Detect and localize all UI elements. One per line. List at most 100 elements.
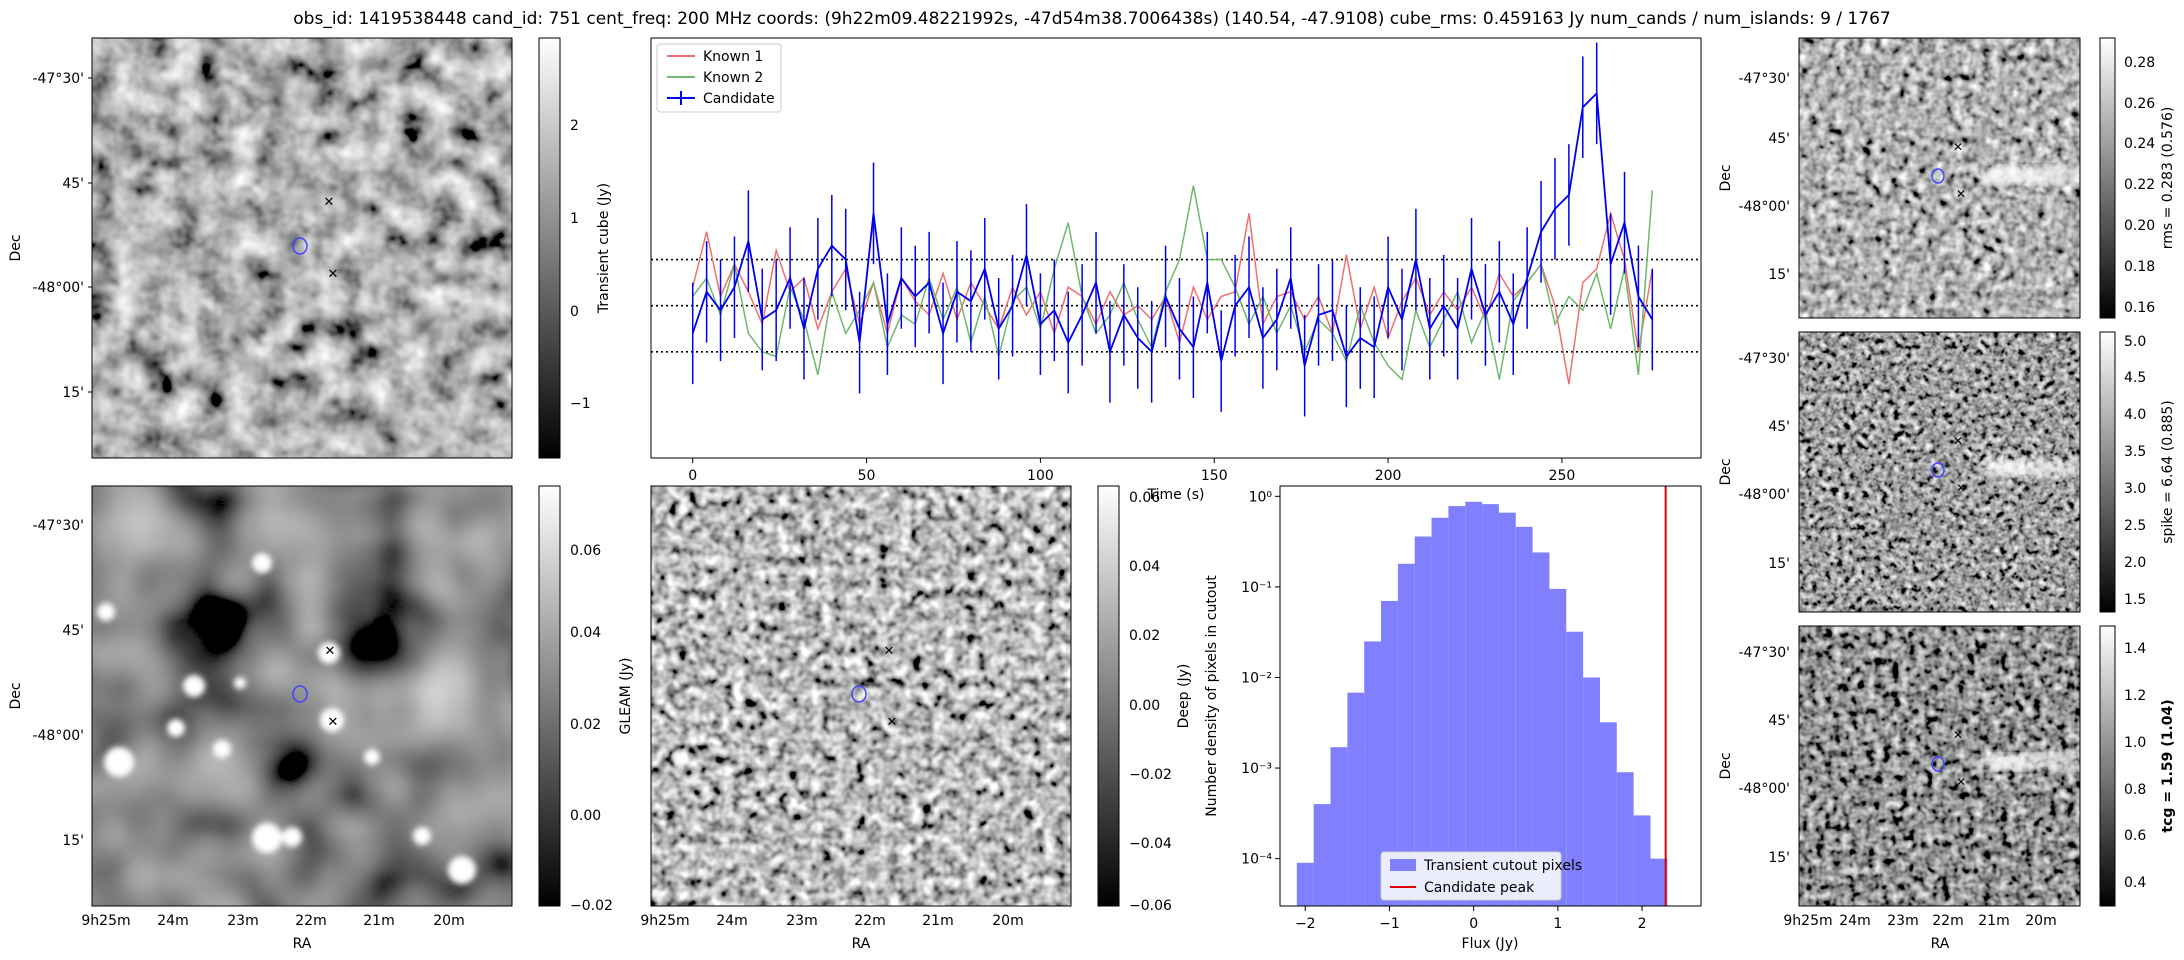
colorbar-tick: 0.18 — [2124, 259, 2155, 275]
histogram-y-ticks: 10⁰ 10⁻¹ 10⁻² 10⁻³ 10⁻⁴ — [1241, 489, 1280, 868]
colorbar-tick: 0.28 — [2124, 55, 2155, 71]
ra-tick: 21m — [1978, 913, 2009, 929]
lightcurve-x-label: Time (s) — [1147, 487, 1205, 503]
x-tick-label: 1 — [1553, 916, 1562, 932]
gleam-sources — [97, 553, 476, 884]
y-tick-label: 10⁰ — [1249, 489, 1273, 505]
legend-label: Known 1 — [703, 49, 763, 65]
legend-label: Candidate peak — [1424, 880, 1535, 896]
ra-tick: 24m — [157, 913, 188, 929]
ra-tick: 22m — [854, 913, 885, 929]
dec-ticks: -47°30' 45' -48°00' 15' — [32, 71, 92, 401]
known-2-marker: ✕ — [1953, 140, 1963, 154]
ra-tick: 20m — [433, 913, 464, 929]
dec-tick: -47°30' — [32, 518, 84, 534]
colorbar-tick: 4.5 — [2124, 370, 2146, 386]
colorbar-label: Transient cube (Jy) — [596, 183, 612, 314]
colorbar-tick: 0.22 — [2124, 177, 2155, 193]
colorbar-tick: 0.16 — [2124, 300, 2155, 316]
y-tick-label: 10⁻³ — [1241, 761, 1272, 777]
dec-axis-label: Dec — [1718, 458, 1734, 485]
histogram-bar — [1414, 536, 1432, 906]
known-1-marker: ✕ — [328, 715, 339, 730]
x-tick-label: 100 — [1027, 468, 1054, 484]
tcg-panel: ✕ ✕ -47°30' 45' -48°00' 15' Dec 9h25m 24… — [1718, 625, 2176, 952]
colorbar-label: GLEAM (Jy) — [618, 658, 634, 735]
transient-cube-colorbar: 2 1 0 −1 Transient cube (Jy) — [538, 37, 612, 459]
histogram-bar — [1347, 692, 1365, 906]
lightcurve-x-ticks: 0 50 100 150 200 250 — [688, 458, 1575, 484]
histogram-bar — [1465, 501, 1483, 906]
x-tick-label: 2 — [1638, 916, 1647, 932]
x-tick-label: −2 — [1295, 916, 1316, 932]
colorbar-tick: 0.06 — [570, 543, 601, 559]
colorbar-tick: −0.04 — [1129, 836, 1172, 852]
colorbar-tick: 2.5 — [2124, 518, 2146, 534]
colorbar-tick: 0.6 — [2124, 828, 2146, 844]
dec-tick: -48°00' — [1738, 199, 1790, 215]
known-2-marker: ✕ — [884, 644, 895, 659]
colorbar-label: tcg = 1.59 (1.04) — [2160, 699, 2176, 832]
colorbar-tick: 0.4 — [2124, 875, 2146, 891]
colorbar-tick: 0.06 — [1129, 490, 1160, 506]
gleam-panel: ✕ ✕ -47°30' 45' -48°00' 15' Dec 9h25m 24… — [8, 485, 634, 952]
spike-panel: ✕ ✕ -47°30' 45' -48°00' 15' Dec 5.0 4.5 … — [1718, 331, 2176, 613]
colorbar-tick: 3.5 — [2124, 444, 2146, 460]
colorbar-tick: 0.02 — [1129, 628, 1160, 644]
ra-tick: 24m — [1839, 913, 1870, 929]
known-1-marker: ✕ — [1956, 481, 1966, 495]
candidate-ellipse — [1931, 462, 1945, 478]
dec-axis-label: Dec — [8, 682, 24, 709]
rms-panel: ✕ ✕ -47°30' 45' -48°00' 15' Dec 0.28 0.2… — [1718, 37, 2176, 319]
transient-cube-panel: ✕ ✕ -47°30' 45' -48°00' 15' Dec 2 1 0 −1… — [8, 37, 612, 459]
colorbar-tick: 4.0 — [2124, 407, 2146, 423]
colorbar-tick: 0.04 — [570, 625, 601, 641]
dec-tick: -48°00' — [32, 280, 84, 296]
legend-label: Known 2 — [703, 70, 763, 86]
ra-tick: 9h25m — [1783, 913, 1832, 929]
colorbar-label: rms = 0.283 (0.576) — [2160, 107, 2176, 250]
colorbar-tick: 0.04 — [1129, 559, 1160, 575]
ra-tick: 22m — [295, 913, 326, 929]
deep-colorbar: 0.06 0.04 0.02 0.00 −0.02 −0.04 −0.06 De… — [1097, 485, 1192, 914]
colorbar-tick: 0.20 — [2124, 218, 2155, 234]
dec-tick: 15' — [1768, 556, 1790, 572]
dec-tick: -48°00' — [1738, 487, 1790, 503]
ra-axis-label: RA — [1931, 936, 1950, 952]
legend-label: Candidate — [703, 91, 775, 107]
ra-tick: 22m — [1932, 913, 1963, 929]
known-1-marker: ✕ — [328, 267, 339, 282]
dec-axis-label: Dec — [1718, 752, 1734, 779]
ra-tick: 20m — [992, 913, 1023, 929]
deep-panel: ✕ ✕ 9h25m 24m 23m 22m 21m 20m RA 0.06 0.… — [640, 485, 1192, 952]
x-tick-label: 0 — [688, 468, 697, 484]
candidate-ellipse — [1931, 756, 1945, 772]
candidate-ellipse — [292, 685, 308, 703]
known-2-marker: ✕ — [1953, 434, 1963, 448]
histogram-bar — [1583, 677, 1600, 906]
dec-tick: -48°00' — [32, 728, 84, 744]
colorbar-label: spike = 6.64 (0.885) — [2160, 400, 2176, 544]
x-tick-label: −1 — [1379, 916, 1400, 932]
dec-axis-label: Dec — [1718, 164, 1734, 191]
ra-tick: 24m — [716, 913, 747, 929]
colorbar-tick: 2 — [570, 118, 579, 134]
histogram-bar — [1296, 862, 1314, 906]
colorbar-tick: 1.5 — [2124, 592, 2146, 608]
colorbar-tick: 1 — [570, 211, 579, 227]
colorbar-tick: 0.26 — [2124, 96, 2155, 112]
dec-tick: 15' — [62, 833, 84, 849]
dec-ticks: -47°30' 45' -48°00' 15' — [1738, 71, 1790, 283]
colorbar-tick: 1.4 — [2124, 641, 2146, 657]
dec-ticks: -47°30' 45' -48°00' 15' — [1738, 351, 1790, 572]
colorbar-tick: −1 — [570, 396, 591, 412]
histogram-panel: −2 −1 0 1 2 10⁰ 10⁻¹ 10⁻² 10⁻³ 10⁻⁴ Flux (Jy) Nu… — [1204, 485, 1702, 952]
colorbar-tick: −0.02 — [570, 898, 613, 914]
y-tick-label: 10⁻² — [1241, 670, 1272, 686]
known-1-marker: ✕ — [1956, 187, 1966, 201]
ra-tick: 9h25m — [81, 913, 130, 929]
ra-tick: 21m — [922, 913, 953, 929]
histogram-bar — [1364, 641, 1382, 906]
series-line-known-2 — [692, 185, 1654, 382]
